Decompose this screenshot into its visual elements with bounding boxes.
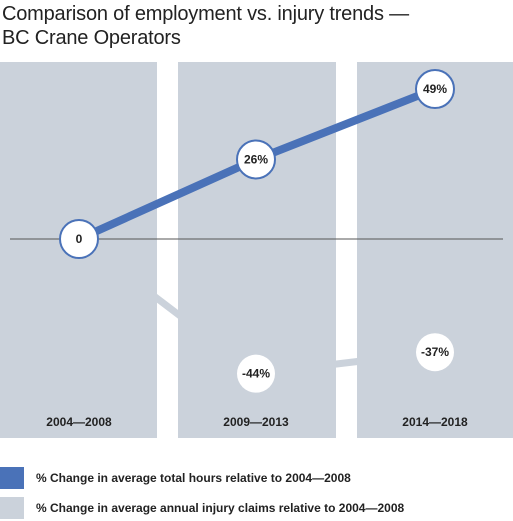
- category-label: 2004—2008: [46, 415, 112, 429]
- chart-title-line-1: Comparison of employment vs. injury tren…: [2, 3, 409, 25]
- claims-data-label: -44%: [242, 367, 270, 381]
- hours-data-label: 0: [76, 232, 83, 246]
- legend-item-hours: % Change in average total hours relative…: [0, 467, 351, 489]
- claims-point: [416, 333, 454, 372]
- category-label: 2014—2018: [402, 415, 468, 429]
- legend-swatch-hours: [0, 467, 24, 489]
- chart-title: Comparison of employment vs. injury tren…: [2, 2, 510, 50]
- period-band-overlay-3: [357, 62, 513, 438]
- chart-title-line-2: BC Crane Operators: [2, 27, 181, 49]
- legend-swatch-claims: [0, 497, 24, 519]
- hours-data-label: 49%: [423, 82, 447, 96]
- hours-point: [236, 139, 276, 180]
- category-label: 2009—2013: [223, 415, 289, 429]
- legend-item-claims: % Change in average annual injury claims…: [0, 497, 404, 519]
- hours-point: [415, 69, 455, 110]
- legend-label-hours: % Change in average total hours relative…: [36, 471, 351, 485]
- hours-point: [59, 219, 99, 259]
- claims-data-label: -37%: [421, 345, 449, 359]
- claims-point: [237, 354, 275, 393]
- legend-label-claims: % Change in average annual injury claims…: [36, 501, 405, 515]
- hours-data-label: 26%: [244, 152, 268, 166]
